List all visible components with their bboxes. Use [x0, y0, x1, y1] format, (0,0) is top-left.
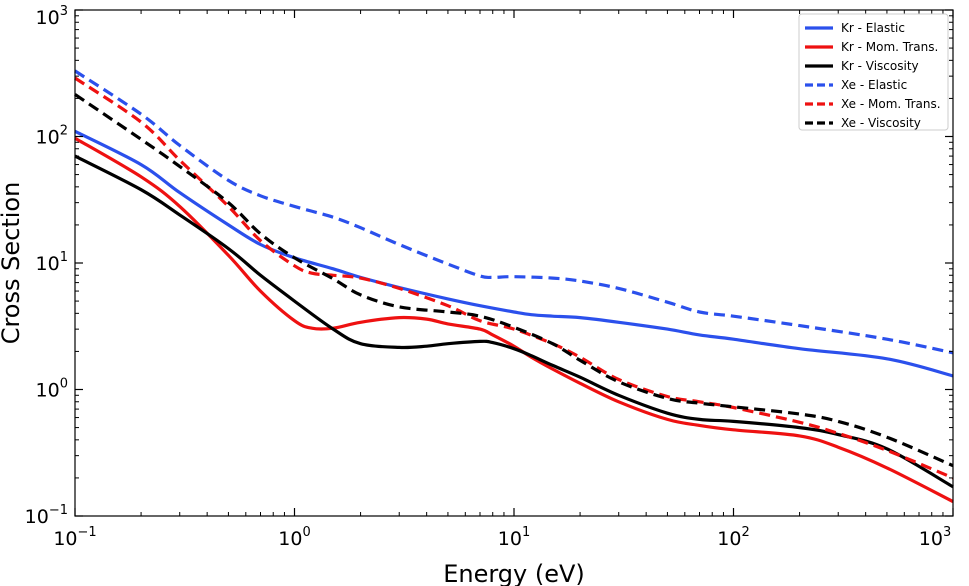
legend-label-kr-viscosity: Kr - Viscosity [841, 59, 919, 73]
y-axis-label: Cross Section [0, 182, 25, 345]
y-tick-label: 101 [36, 250, 68, 275]
legend-label-kr-mom-trans: Kr - Mom. Trans. [841, 40, 938, 54]
legend: Kr - Elastic Kr - Mom. Trans. Kr - Viscosi… [798, 13, 949, 131]
series-line-kr-viscosity [74, 154, 954, 489]
x-tick-label: 10−1 [53, 525, 96, 550]
x-tick-label: 102 [717, 525, 749, 550]
series-line-xe-elastic [74, 69, 954, 355]
x-tick-label: 103 [919, 525, 951, 550]
legend-label-kr-elastic: Kr - Elastic [841, 21, 905, 35]
legend-frame [798, 13, 949, 131]
legend-label-xe-mom-trans: Xe - Mom. Trans. [841, 97, 941, 111]
x-tick-label: 100 [278, 525, 310, 550]
legend-label-xe-viscosity: Xe - Viscosity [841, 116, 921, 130]
ticks-layer: 10−1 100 101 102 103 10−1 100 101 102 103 [25, 4, 954, 550]
series-layer [74, 69, 954, 504]
y-tick-label: 10−1 [25, 503, 68, 528]
legend-label-xe-elastic: Xe - Elastic [841, 78, 907, 92]
series-line-kr-elastic [74, 129, 954, 378]
y-tick-label: 100 [36, 377, 68, 402]
x-tick-label: 101 [498, 525, 530, 550]
series-line-xe-viscosity [74, 93, 954, 468]
x-axis-label: Energy (eV) [443, 560, 585, 586]
series-line-kr-mom-trans [74, 136, 954, 504]
y-tick-label: 102 [36, 124, 68, 149]
y-tick-label: 103 [36, 4, 68, 29]
series-line-xe-mom-trans [74, 76, 954, 480]
